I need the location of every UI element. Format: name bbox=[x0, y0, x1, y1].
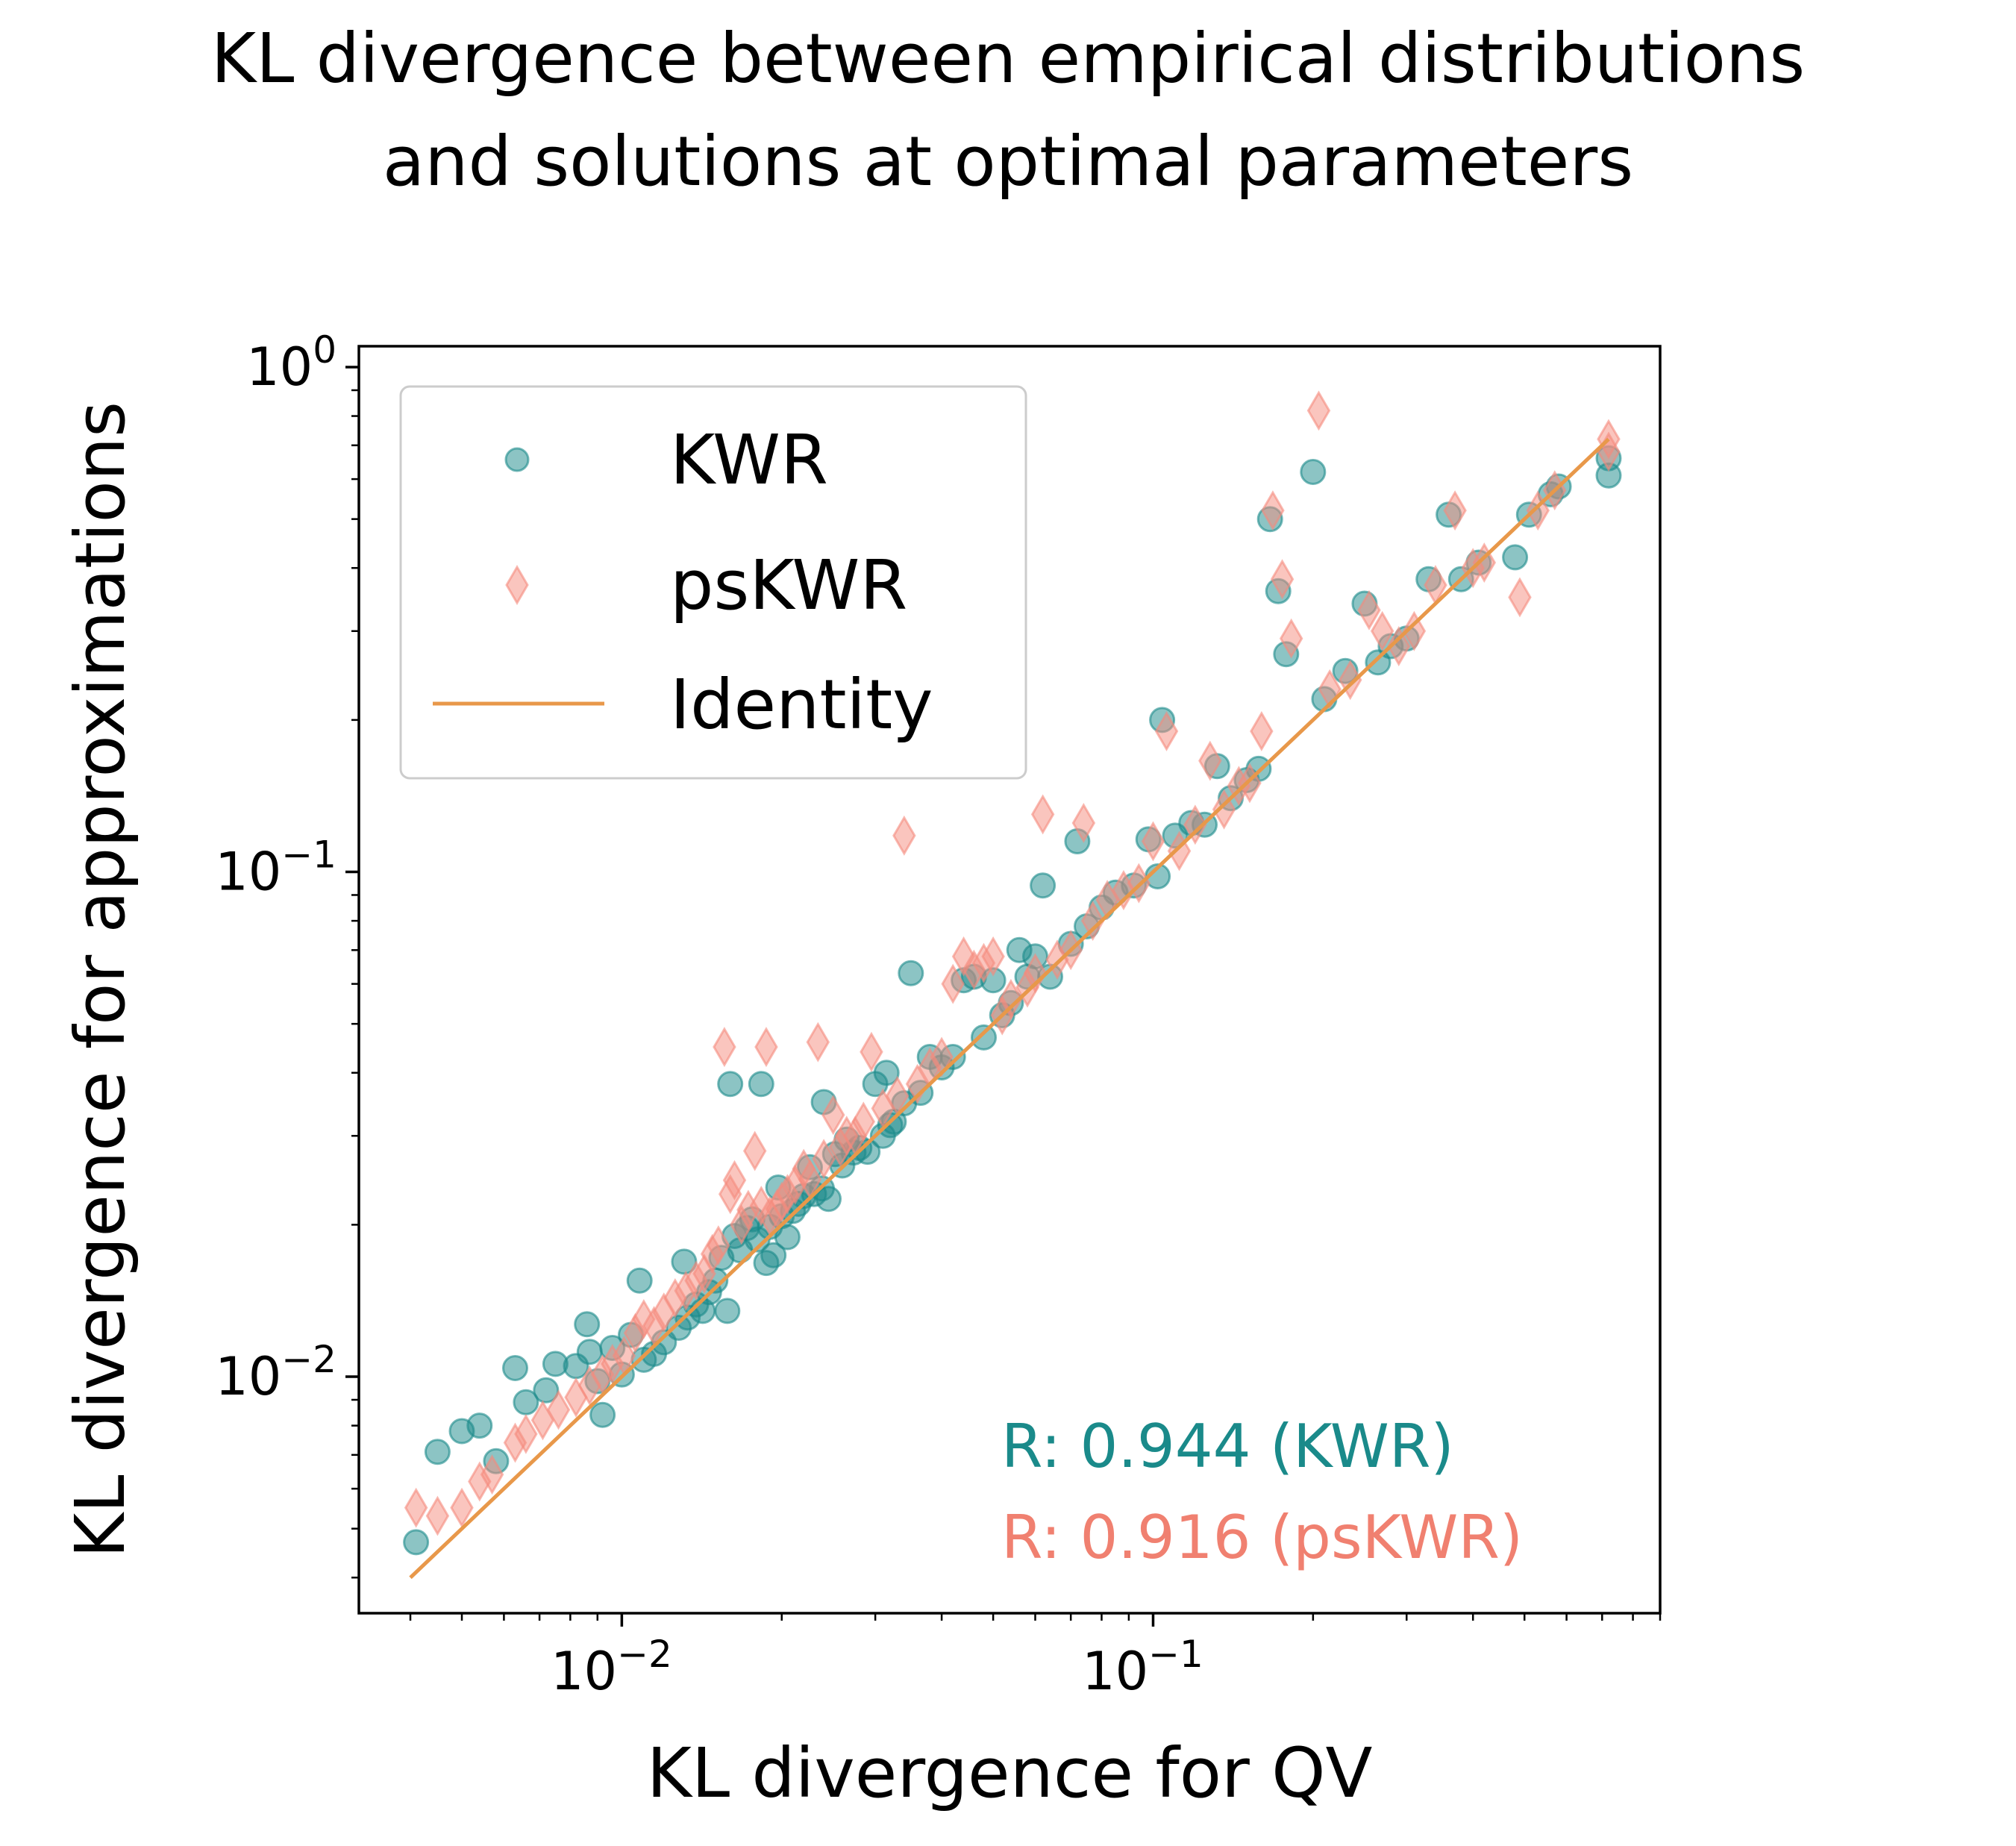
kwr-point-63 bbox=[898, 960, 924, 986]
pskwr-point-6 bbox=[514, 1413, 538, 1454]
y-axis-ticks: 10−2 10−1 100 bbox=[215, 328, 359, 1579]
pskwr-point-71 bbox=[1154, 710, 1179, 751]
chart-title-line-2: and solutions at optimal parameters bbox=[383, 122, 1633, 201]
pskwr-point-85 bbox=[1357, 589, 1381, 631]
pskwr-point-24 bbox=[713, 1027, 736, 1068]
annotation-r-kwr: R: 0.944 (KWR) bbox=[1001, 1412, 1454, 1481]
pskwr-point-1 bbox=[425, 1495, 450, 1536]
y-tick-label-1: 10−1 bbox=[215, 833, 336, 903]
pskwr-point-80 bbox=[1270, 559, 1295, 600]
kwr-point-36 bbox=[748, 1071, 774, 1098]
legend: KWR psKWR Identity bbox=[399, 385, 1027, 780]
pskwr-point-8 bbox=[546, 1389, 571, 1430]
pskwr-point-41 bbox=[821, 1095, 845, 1136]
y-axis-label: KL divergence for approximations bbox=[60, 401, 140, 1558]
plot-frame bbox=[357, 345, 1662, 1615]
kwr-point-29 bbox=[714, 1298, 741, 1324]
kwr-point-13 bbox=[589, 1401, 616, 1428]
pskwr-point-31 bbox=[754, 1027, 778, 1068]
kwr-point-5 bbox=[502, 1355, 528, 1381]
pskwr-point-92 bbox=[1472, 542, 1497, 583]
legend-kwr-marker bbox=[504, 447, 530, 472]
kwr-point-50 bbox=[816, 1186, 842, 1213]
pskwr-point-61 bbox=[1023, 953, 1048, 994]
kwr-point-77 bbox=[1030, 872, 1056, 899]
pskwr-point-0 bbox=[404, 1487, 428, 1528]
pskwr-point-49 bbox=[892, 815, 916, 856]
pskwr-point-39 bbox=[806, 1021, 830, 1063]
identity-line bbox=[409, 437, 1610, 1580]
pskwr-point-62 bbox=[1030, 794, 1055, 835]
legend-kwr-label: KWR bbox=[670, 420, 828, 500]
y-tick-label-0: 10−2 bbox=[215, 1338, 336, 1407]
kwr-point-30 bbox=[717, 1071, 744, 1098]
identity-series bbox=[409, 437, 1610, 1580]
pskwr-point-84 bbox=[1338, 660, 1362, 701]
pskwr-point-74 bbox=[1198, 740, 1222, 781]
x-axis-ticks: 10−2 10−1 bbox=[409, 1613, 1662, 1702]
legend-identity-label: Identity bbox=[670, 665, 933, 745]
pskwr-point-26 bbox=[722, 1160, 747, 1201]
pskwr-point-53 bbox=[941, 963, 965, 1004]
chart-title-line-1: KL divergence between empirical distribu… bbox=[211, 19, 1805, 98]
pskwr-point-87 bbox=[1387, 626, 1411, 666]
kwr-point-7 bbox=[533, 1377, 560, 1404]
pskwr-point-79 bbox=[1261, 490, 1285, 531]
pskwr-point-75 bbox=[1212, 789, 1236, 830]
kwr-point-1 bbox=[424, 1439, 451, 1465]
pskwr-point-65 bbox=[1071, 802, 1096, 843]
pskwr-point-86 bbox=[1370, 610, 1394, 651]
pskwr-point-46 bbox=[860, 1031, 883, 1072]
pskwr-point-54 bbox=[951, 936, 976, 977]
kwr-point-42 bbox=[774, 1224, 801, 1251]
annotation-r-pskwr: R: 0.916 (psKWR) bbox=[1001, 1503, 1523, 1572]
kwr-point-109 bbox=[1502, 544, 1529, 571]
kwr-point-39 bbox=[760, 1242, 787, 1268]
pskwr-point-2 bbox=[450, 1487, 474, 1528]
y-tick-label-2: 100 bbox=[246, 328, 336, 398]
pskwr-series bbox=[404, 390, 1621, 1536]
pskwr-point-93 bbox=[1508, 577, 1532, 618]
x-axis-label: KL divergence for QV bbox=[647, 1733, 1373, 1813]
pskwr-point-66 bbox=[1080, 901, 1105, 942]
kwr-point-98 bbox=[1300, 459, 1327, 485]
legend-box bbox=[399, 385, 1027, 780]
kwr-point-11 bbox=[576, 1339, 603, 1365]
pskwr-point-88 bbox=[1402, 610, 1427, 651]
kwr-point-0 bbox=[403, 1529, 430, 1556]
pskwr-point-59 bbox=[999, 978, 1023, 1019]
pskwr-point-29 bbox=[742, 1130, 767, 1171]
kwr-point-3 bbox=[466, 1412, 493, 1439]
legend-pskwr-label: psKWR bbox=[670, 545, 907, 625]
pskwr-point-40 bbox=[812, 1139, 836, 1180]
x-tick-label-1: 10−1 bbox=[1082, 1633, 1203, 1702]
pskwr-point-23 bbox=[707, 1225, 730, 1266]
x-tick-label-0: 10−2 bbox=[551, 1633, 672, 1702]
pskwr-point-78 bbox=[1250, 710, 1274, 751]
pskwr-point-50 bbox=[905, 1063, 930, 1104]
kwr-point-17 bbox=[626, 1267, 653, 1294]
pskwr-point-70 bbox=[1141, 821, 1165, 862]
pskwr-point-81 bbox=[1279, 618, 1303, 659]
pskwr-point-4 bbox=[480, 1454, 504, 1495]
kwr-point-59 bbox=[873, 1060, 900, 1086]
kwr-point-70 bbox=[971, 1024, 997, 1051]
pskwr-point-57 bbox=[981, 936, 1005, 977]
kwr-point-10 bbox=[574, 1311, 601, 1338]
pskwr-point-73 bbox=[1183, 804, 1207, 845]
pskwr-point-45 bbox=[851, 1101, 876, 1142]
pskwr-point-90 bbox=[1443, 490, 1467, 531]
legend-pskwr-marker bbox=[505, 565, 529, 605]
pskwr-point-82 bbox=[1306, 390, 1331, 431]
